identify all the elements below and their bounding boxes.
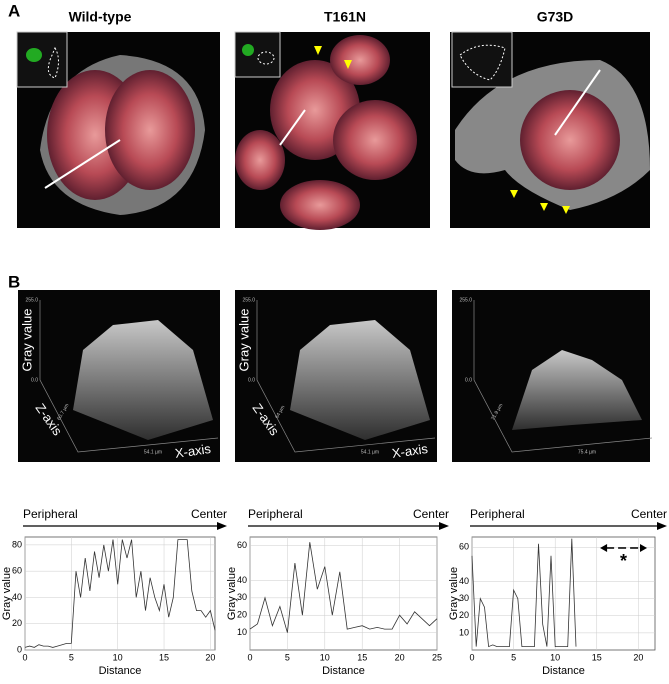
axis-frame — [473, 300, 653, 453]
y-axis-title: Gray value — [1, 567, 13, 620]
x-tick-label: 15 — [357, 652, 367, 662]
axis-size: 54.1 µm — [144, 449, 162, 455]
start-label: Peripheral — [470, 507, 525, 521]
x-tick-label: 20 — [395, 652, 405, 662]
axis-title: Gray value — [236, 309, 251, 372]
image-title: Wild-type — [69, 9, 132, 25]
panel-label: A — [8, 1, 20, 20]
arrow-head — [217, 522, 227, 530]
y-tick-label: 60 — [459, 542, 469, 552]
x-tick-label: 5 — [69, 652, 74, 662]
profile-line — [249, 542, 438, 633]
y-tick-label: 40 — [237, 575, 247, 585]
y-tick-label: 60 — [237, 540, 247, 550]
surface-mound — [512, 350, 642, 430]
y-tick-label: 10 — [459, 627, 469, 637]
surface-mound — [73, 320, 213, 440]
image-title: T161N — [324, 9, 366, 25]
image-title: G73D — [537, 9, 574, 25]
x-tick-label: 10 — [550, 652, 560, 662]
x-axis-title: Distance — [322, 665, 365, 677]
arrow-head — [600, 544, 608, 552]
plot-frame — [249, 536, 438, 651]
axis-size: 75.4 µm — [578, 449, 596, 455]
axis-frame — [39, 300, 219, 453]
axis-value: 255.0 — [459, 297, 472, 303]
y-tick-label: 80 — [12, 539, 22, 549]
arrow-head — [657, 522, 667, 530]
x-axis-title: Distance — [542, 665, 585, 677]
x-tick-label: 15 — [592, 652, 602, 662]
x-tick-label: 25 — [432, 652, 442, 662]
axis-value: 0.0 — [248, 377, 255, 383]
end-label: Center — [413, 507, 449, 521]
y-tick-label: 10 — [237, 627, 247, 637]
axis-value: 255.0 — [242, 297, 255, 303]
start-label: Peripheral — [248, 507, 303, 521]
x-axis-title: Distance — [99, 665, 142, 677]
x-tick-label: 15 — [159, 652, 169, 662]
axis-title: X-axis — [174, 441, 212, 461]
y-tick-label: 30 — [237, 592, 247, 602]
arrow-head — [439, 522, 449, 530]
x-tick-label: 20 — [633, 652, 643, 662]
y-tick-label: 20 — [459, 610, 469, 620]
arrow-head — [640, 544, 647, 552]
x-tick-label: 0 — [22, 652, 27, 662]
profile-line — [24, 539, 216, 648]
panel-label: B — [8, 272, 20, 291]
end-label: Center — [191, 507, 227, 521]
axis-value: 0.0 — [465, 377, 472, 383]
profile-line — [471, 538, 577, 648]
x-tick-label: 10 — [320, 652, 330, 662]
end-label: Center — [631, 507, 667, 521]
y-tick-label: 30 — [459, 593, 469, 603]
start-label: Peripheral — [23, 507, 78, 521]
micrograph — [450, 31, 650, 228]
x-tick-label: 0 — [469, 652, 474, 662]
x-tick-label: 5 — [285, 652, 290, 662]
axis-value: 255.0 — [25, 297, 38, 303]
y-axis-title: Gray value — [226, 567, 238, 620]
x-tick-label: 20 — [205, 652, 215, 662]
y-tick-label: 20 — [237, 610, 247, 620]
y-tick-label: 40 — [12, 592, 22, 602]
y-tick-label: 60 — [12, 566, 22, 576]
axis-size: 54.1 µm — [361, 449, 379, 455]
x-tick-label: 0 — [247, 652, 252, 662]
annotation: * — [620, 551, 627, 571]
x-tick-label: 10 — [113, 652, 123, 662]
y-tick-label: 0 — [17, 644, 22, 654]
axis-value: 0.0 — [31, 377, 38, 383]
y-tick-label: 40 — [459, 576, 469, 586]
micrograph — [16, 31, 220, 228]
y-axis-title: Gray value — [448, 567, 460, 620]
plot-frame — [24, 536, 216, 651]
surface-mound — [290, 320, 430, 440]
axis-title: X-axis — [391, 441, 429, 461]
axis-title: Gray value — [19, 309, 34, 372]
micrograph — [234, 31, 430, 230]
y-tick-label: 20 — [12, 618, 22, 628]
x-tick-label: 5 — [511, 652, 516, 662]
axis-frame — [256, 300, 436, 453]
